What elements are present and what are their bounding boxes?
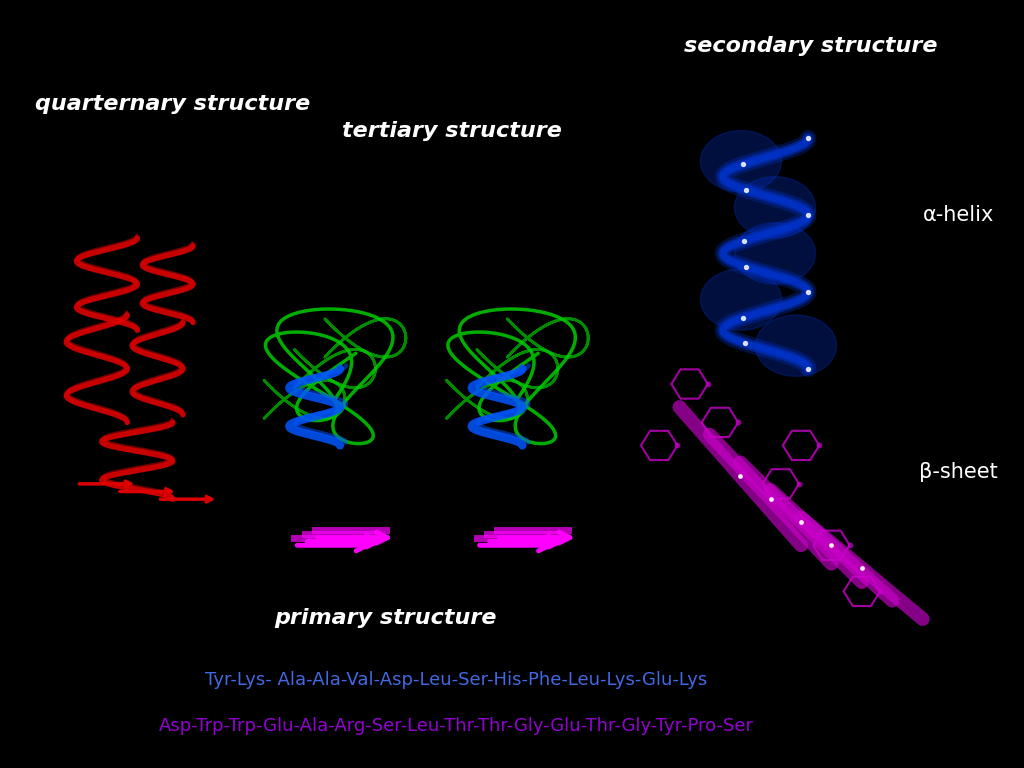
Circle shape bbox=[756, 315, 837, 376]
Point bbox=[823, 539, 840, 551]
Point bbox=[800, 132, 816, 144]
Circle shape bbox=[700, 269, 781, 330]
Point bbox=[730, 416, 746, 429]
Point bbox=[734, 158, 751, 170]
Point bbox=[811, 439, 827, 452]
Point bbox=[738, 261, 755, 273]
Text: secondary structure: secondary structure bbox=[684, 36, 938, 56]
Circle shape bbox=[734, 177, 815, 238]
Circle shape bbox=[700, 131, 781, 192]
Text: Tyr-Lys- Ala-Ala-Val-Asp-Leu-Ser-His-Phe-Leu-Lys-Glu-Lys: Tyr-Lys- Ala-Ala-Val-Asp-Leu-Ser-His-Phe… bbox=[206, 670, 708, 689]
Point bbox=[871, 585, 888, 598]
Text: Asp-Trp-Trp-Glu-Ala-Arg-Ser-Leu-Thr-Thr-Gly-Glu-Thr-Gly-Tyr-Pro-Ser: Asp-Trp-Trp-Glu-Ala-Arg-Ser-Leu-Thr-Thr-… bbox=[159, 717, 754, 735]
Point bbox=[800, 209, 816, 221]
Point bbox=[736, 337, 753, 349]
Text: tertiary structure: tertiary structure bbox=[342, 121, 561, 141]
Point bbox=[736, 234, 753, 247]
Point bbox=[842, 539, 858, 551]
Text: α-helix: α-helix bbox=[923, 205, 994, 225]
Text: primary structure: primary structure bbox=[274, 608, 497, 628]
Text: β-sheet: β-sheet bbox=[919, 462, 997, 482]
Point bbox=[737, 184, 754, 196]
Point bbox=[791, 478, 807, 490]
Circle shape bbox=[734, 223, 815, 284]
Point bbox=[793, 516, 809, 528]
Text: quarternary structure: quarternary structure bbox=[35, 94, 310, 114]
Point bbox=[800, 362, 816, 375]
Point bbox=[670, 439, 686, 452]
Point bbox=[699, 378, 716, 390]
Point bbox=[732, 470, 749, 482]
Point bbox=[854, 562, 870, 574]
Point bbox=[763, 493, 779, 505]
Point bbox=[735, 312, 752, 324]
Point bbox=[800, 286, 816, 299]
